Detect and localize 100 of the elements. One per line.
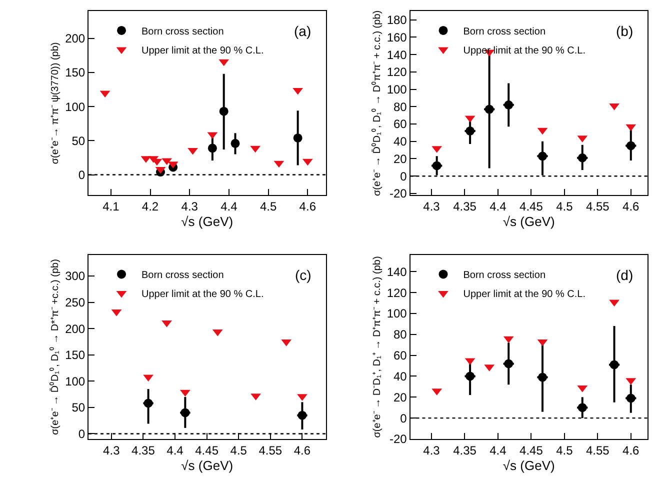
point [298, 410, 307, 420]
x-tick-label: 4.4 [490, 443, 507, 458]
y-tick-label: 100 [386, 306, 408, 321]
point [219, 106, 228, 116]
x-axis-title: √s (GeV) [181, 214, 234, 230]
x-tick-label: 4.3 [423, 200, 440, 214]
legend-label: Born cross section [463, 26, 546, 38]
point [180, 408, 190, 418]
x-tick-label: 4.2 [142, 200, 159, 214]
y-tick-label: 140 [386, 48, 408, 62]
x-tick-label: 4.5 [230, 443, 248, 458]
y-axis-title: σ(e⁺e⁻→ π⁺π⁻ ψ(3770)) (pb) [50, 42, 62, 164]
point [144, 398, 153, 408]
x-tick-label: 4.3 [181, 200, 198, 214]
y-tick-label: 150 [65, 348, 86, 362]
y-axis-title: σ(e⁺e⁻ → D̄⁰D₁⁰, D₁⁰ → D⁰π⁺π⁻ + c.c.) (pb) [370, 10, 383, 196]
point [578, 403, 587, 412]
x-tick-label: 4.55 [586, 200, 610, 214]
x-tick-label: 4.5 [260, 200, 277, 214]
y-tick-label: 100 [65, 374, 86, 388]
point [208, 144, 217, 153]
y-tick-label: 100 [65, 100, 86, 114]
y-tick-label: 250 [65, 295, 86, 310]
legend-label: Upper limit at the 90 % C.L. [463, 45, 586, 56]
y-tick-label: 40 [393, 369, 408, 384]
x-tick-label: 4.6 [294, 443, 311, 458]
x-tick-label: 4.55 [586, 443, 610, 458]
annotation: (d) [616, 267, 634, 283]
x-tick-label: 4.5 [556, 200, 574, 214]
point [578, 153, 587, 162]
x-tick-label: 4.35 [453, 200, 477, 214]
y-tick-label: 160 [386, 30, 408, 44]
y-axis-title: σ(e⁺e⁻ → D̄⁰D₁⁰, D₁⁰ → D*⁺π⁻ +c.c.) (pb) [49, 259, 62, 435]
y-tick-label: -20 [390, 432, 408, 446]
x-tick-label: 4.55 [258, 443, 282, 458]
point [293, 133, 302, 142]
y-tick-label: 0 [400, 169, 408, 184]
x-tick-label: 4.4 [166, 443, 184, 458]
y-tick-label: 20 [393, 390, 408, 404]
x-tick-label: 4.35 [453, 443, 477, 458]
y-tick-label: 200 [65, 322, 86, 336]
y-tick-label: 0 [400, 411, 408, 426]
y-tick-label: -20 [390, 186, 408, 201]
x-tick-label: 4.5 [556, 443, 574, 458]
y-tick-label: 20 [393, 152, 408, 166]
y-tick-label: 150 [65, 66, 86, 80]
point [230, 138, 240, 148]
y-tick-label: 50 [72, 134, 86, 148]
y-tick-label: 120 [386, 65, 408, 80]
x-axis-title: √s (GeV) [502, 214, 555, 230]
y-axis-title: σ(e⁺e⁻ → D⁻D₁⁺, D₁⁺ → D⁺π⁺π⁻ + c.c.) (pb) [372, 256, 383, 438]
x-axis-title: √s (GeV) [502, 458, 555, 473]
x-tick-label: 4.4 [490, 200, 507, 214]
x-tick-label: 4.45 [520, 200, 544, 214]
legend-label: Upper limit at the 90 % C.L. [142, 289, 264, 300]
annotation: (c) [295, 267, 312, 283]
point [610, 360, 619, 370]
point [484, 104, 494, 114]
x-tick-label: 4.6 [299, 200, 316, 214]
point [466, 126, 475, 136]
y-tick-label: 80 [393, 328, 408, 342]
x-tick-label: 4.3 [103, 443, 120, 458]
x-tick-label: 4.4 [220, 200, 238, 214]
x-tick-label: 4.6 [622, 443, 640, 458]
annotation: (b) [616, 23, 634, 39]
point [626, 141, 636, 150]
legend-label: Born cross section [463, 270, 546, 282]
x-tick-label: 4.45 [195, 443, 219, 458]
legend-label: Upper limit at the 90 % C.L. [463, 289, 586, 300]
y-tick-label: 40 [393, 134, 408, 149]
legend-label: Upper limit at the 90 % C.L. [142, 45, 264, 56]
y-tick-label: 60 [393, 117, 408, 132]
x-tick-label: 4.35 [132, 443, 156, 458]
y-tick-label: 0 [78, 426, 86, 441]
point [188, 148, 198, 155]
y-tick-label: 120 [386, 286, 408, 300]
x-tick-label: 4.1 [102, 200, 120, 214]
x-tick-label: 4.45 [520, 443, 544, 458]
point [504, 359, 514, 368]
y-tick-label: 140 [386, 264, 408, 279]
y-tick-label: 80 [393, 100, 408, 114]
y-tick-label: 180 [386, 13, 408, 28]
y-tick-label: 60 [393, 348, 408, 363]
x-axis-title: √s (GeV) [181, 458, 234, 473]
x-tick-label: 4.3 [423, 443, 440, 458]
y-tick-label: 300 [65, 269, 86, 284]
legend-label: Born cross section [142, 26, 224, 38]
point [538, 152, 547, 161]
point [466, 372, 475, 381]
annotation: (a) [294, 23, 312, 39]
x-tick-label: 4.6 [622, 200, 640, 214]
legend-label: Born cross section [142, 270, 224, 282]
y-tick-label: 200 [65, 32, 86, 46]
point [504, 100, 514, 110]
point [432, 161, 442, 170]
point [538, 372, 547, 382]
y-tick-label: 100 [386, 82, 408, 96]
y-tick-label: 50 [72, 400, 86, 415]
y-tick-label: 0 [78, 168, 86, 182]
point [626, 394, 636, 403]
